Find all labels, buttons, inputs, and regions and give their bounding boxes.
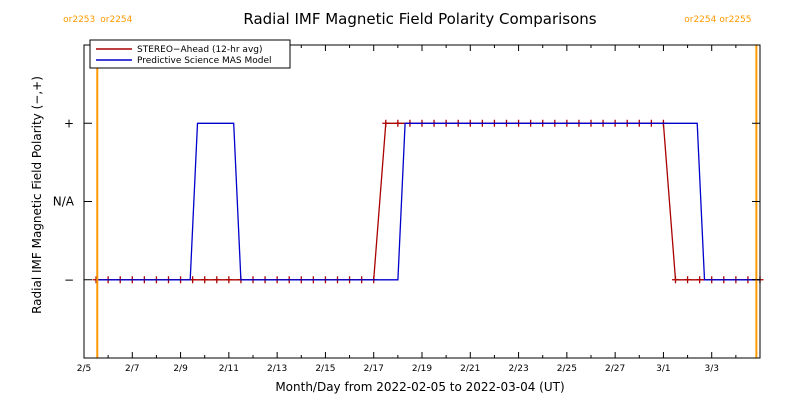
data-point-plus (696, 276, 704, 284)
x-tick-label: 2/17 (364, 364, 384, 374)
x-tick-label: 2/23 (508, 364, 528, 374)
data-point-plus (382, 119, 390, 127)
x-tick-label: 2/7 (125, 364, 139, 374)
x-tick-label: 2/13 (267, 364, 287, 374)
legend-box (89, 39, 291, 69)
x-tick-label: 3/1 (656, 364, 670, 374)
plot-frame (83, 44, 761, 359)
series-line-mas-model (96, 122, 760, 281)
x-tick-label: 2/9 (173, 364, 188, 374)
x-tick-label: 2/21 (460, 364, 480, 374)
y-tick-label: N/A (53, 195, 75, 209)
y-tick-label: − (64, 273, 74, 287)
x-tick-label: 2/15 (315, 364, 335, 374)
data-point-plus (225, 276, 233, 284)
x-tick-label: 2/5 (77, 364, 91, 374)
x-tick-label: 2/19 (412, 364, 432, 374)
chart-title: Radial IMF Magnetic Field Polarity Compa… (243, 10, 596, 28)
y-tick-label: + (64, 116, 74, 130)
legend-label: Predictive Science MAS Model (137, 56, 272, 66)
carrington-left-label: or2254 (684, 15, 716, 25)
x-tick-label: 2/25 (557, 364, 577, 374)
x-tick-label: 2/27 (605, 364, 625, 374)
x-tick-label: 2/11 (219, 364, 239, 374)
x-tick-label: 3/3 (704, 364, 718, 374)
y-axis-label: Radial IMF Magnetic Field Polarity (−,+) (30, 76, 44, 314)
carrington-right-label: or2255 (719, 15, 751, 25)
data-point-plus (394, 119, 402, 127)
data-point-plus (672, 276, 679, 284)
carrington-right-label: or2254 (100, 15, 132, 25)
data-point-plus (684, 276, 692, 284)
legend-label: STEREO−Ahead (12-hr avg) (137, 45, 263, 55)
x-axis-label: Month/Day from 2022-02-05 to 2022-03-04 … (275, 380, 564, 394)
carrington-left-label: or2253 (63, 15, 95, 25)
data-point-plus (201, 276, 209, 284)
series-line-stereo-ahead (96, 122, 760, 281)
data-point-plus (213, 276, 221, 284)
